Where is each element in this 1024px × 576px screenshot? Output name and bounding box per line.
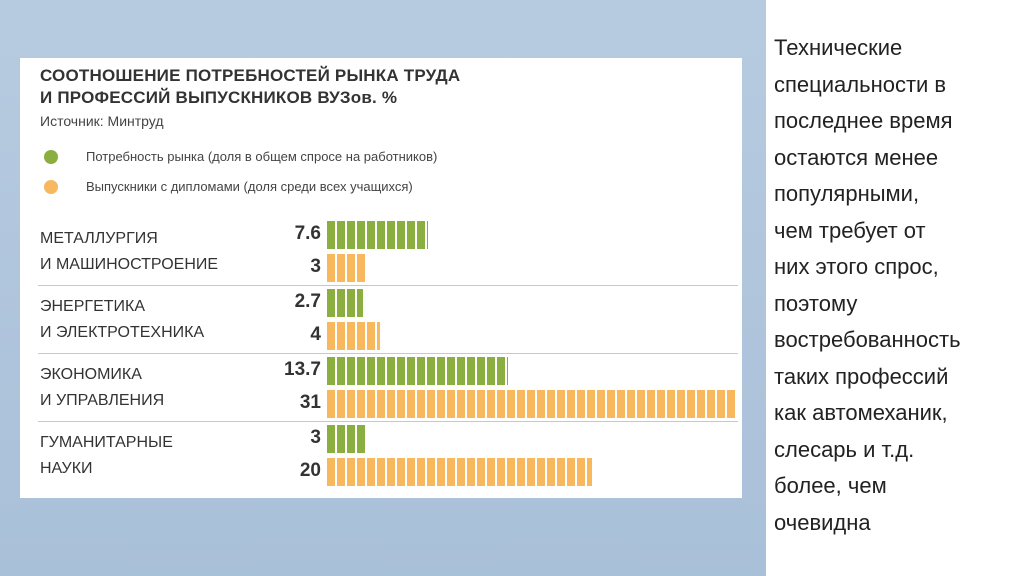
category-label-3-line-0: ГУМАНИТАРНЫЕ: [40, 434, 173, 451]
side-text-line: более, чем: [774, 473, 887, 498]
group-separator: [38, 421, 738, 422]
category-label-1-line-1: И ЭЛЕКТРОТЕХНИКА: [40, 324, 205, 341]
category-label-3-line-1: НАУКИ: [40, 460, 93, 477]
side-text-line: таких профессий: [774, 363, 949, 389]
value-label-graduates-2: 31: [299, 392, 321, 413]
value-label-graduates-1: 4: [310, 324, 321, 345]
bar-market-3: [327, 425, 367, 453]
side-text-line: специальности в: [774, 71, 947, 97]
side-text-line: Технические: [774, 35, 903, 60]
side-text-line: остаются менее: [774, 144, 939, 170]
chart-title-line-2: И ПРОФЕССИЙ ВЫПУСКНИКОВ ВУЗов. %: [40, 88, 398, 107]
bar-graduates-0: [327, 254, 367, 282]
bar-graduates-1: [327, 322, 380, 350]
category-label-0-line-0: МЕТАЛЛУРГИЯ: [40, 230, 158, 247]
side-text-line: поэтому: [774, 290, 858, 316]
bar-market-1: [327, 289, 363, 317]
bar-graduates-2: [327, 390, 737, 418]
side-text-line: популярными,: [774, 181, 920, 206]
category-label-2-line-0: ЭКОНОМИКА: [40, 366, 142, 383]
legend-dot-market: [44, 150, 58, 164]
value-label-market-0: 7.6: [294, 223, 321, 244]
side-text-line: слесарь и т.д.: [774, 436, 915, 462]
group-separator: [38, 353, 738, 354]
value-label-market-3: 3: [310, 427, 321, 448]
category-label-0-line-1: И МАШИНОСТРОЕНИЕ: [40, 256, 219, 273]
value-label-market-1: 2.7: [294, 291, 321, 312]
side-text-line: как автомеханик,: [774, 400, 948, 425]
value-label-graduates-3: 20: [299, 460, 321, 481]
side-text-line: последнее время: [774, 108, 953, 133]
bar-graduates-3: [327, 458, 592, 486]
group-separator: [38, 285, 738, 286]
bar-market-2: [327, 357, 508, 385]
category-label-1-line-0: ЭНЕРГЕТИКА: [40, 298, 145, 315]
legend-label-market: Потребность рынка (доля в общем спросе н…: [86, 149, 438, 164]
side-text: Технические специальности в последнее врем…: [774, 30, 1014, 541]
value-label-market-2: 13.7: [284, 359, 321, 380]
bar-market-0: [327, 221, 428, 249]
chart-title-line-1: СООТНОШЕНИЕ ПОТРЕБНОСТЕЙ РЫНКА ТРУДА: [40, 66, 461, 85]
legend-label-graduates: Выпускники с дипломами (доля среди всех …: [86, 179, 413, 194]
legend-dot-graduates: [44, 180, 58, 194]
chart-panel: [20, 58, 742, 498]
category-label-2-line-1: И УПРАВЛЕНИЯ: [40, 392, 165, 409]
side-text-line: востребованность: [774, 327, 961, 352]
chart-source: Источник: Минтруд: [40, 113, 164, 129]
value-label-graduates-0: 3: [310, 256, 321, 277]
side-text-line: чем требует от: [774, 217, 926, 243]
side-text-line: очевидна: [774, 509, 871, 535]
side-text-line: них этого спрос,: [774, 254, 939, 279]
